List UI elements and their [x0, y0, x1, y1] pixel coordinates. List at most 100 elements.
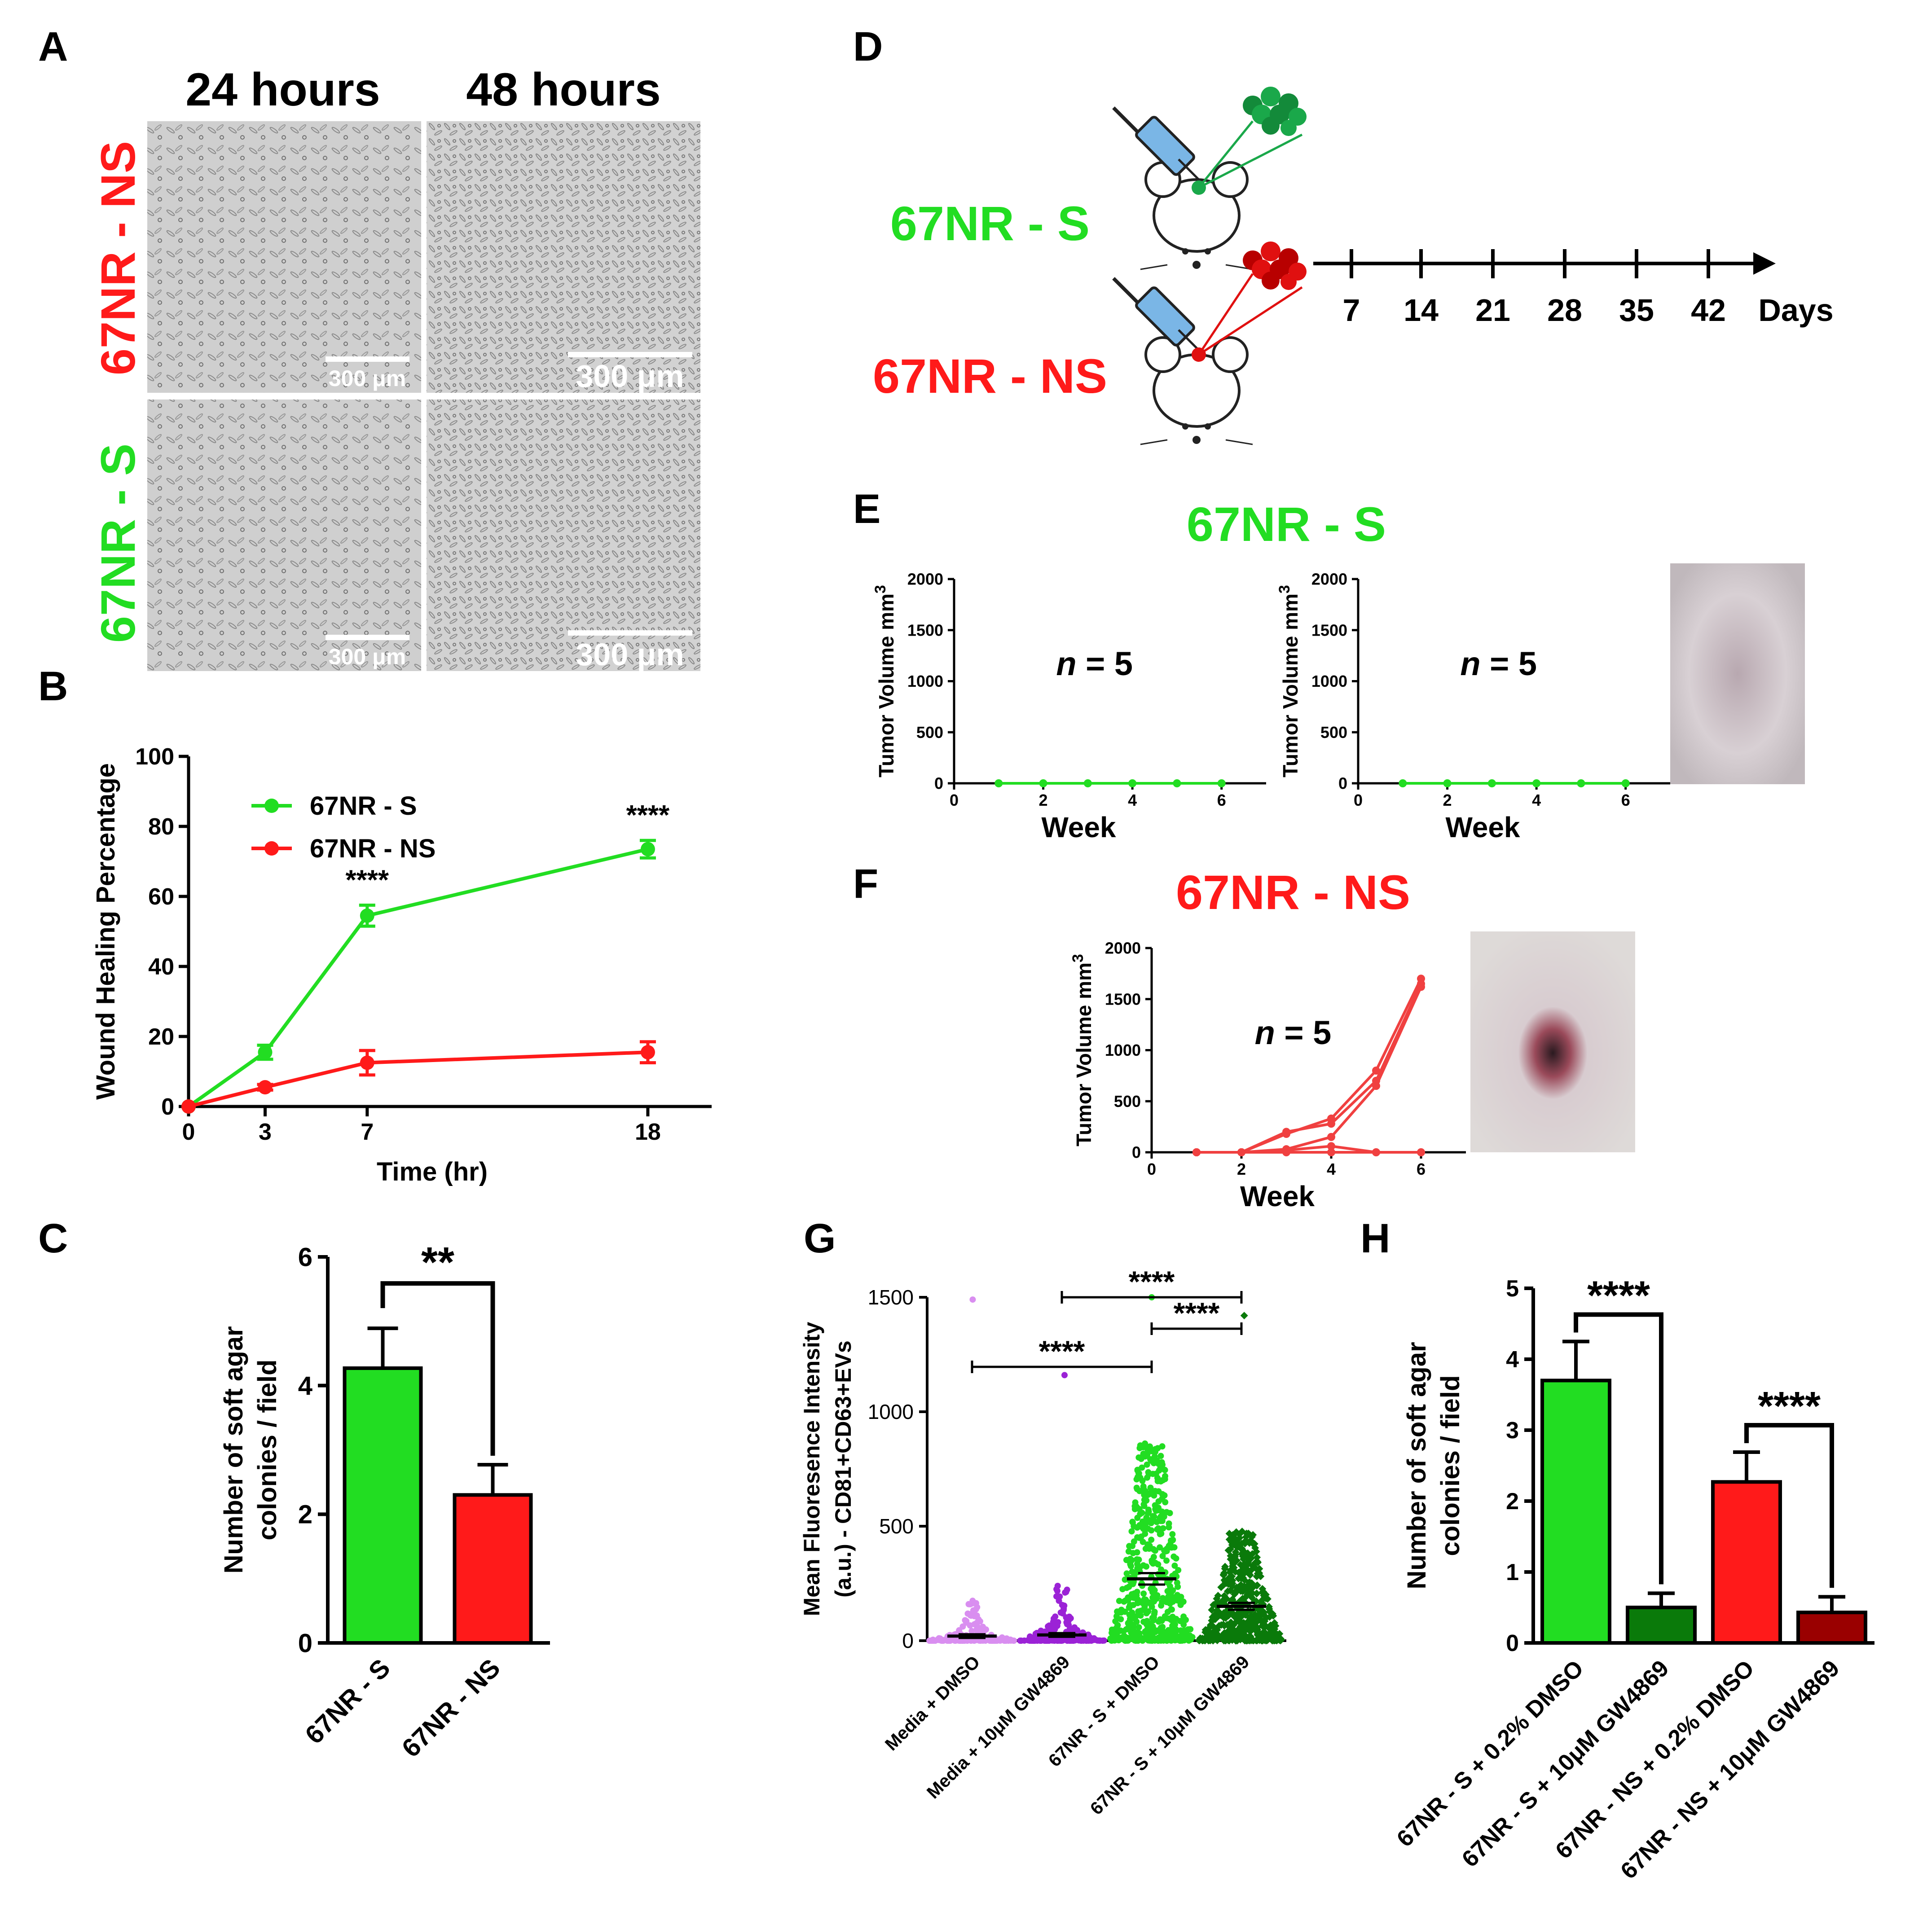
data-point	[1159, 1443, 1166, 1450]
data-point	[1230, 1563, 1238, 1572]
data-point	[1180, 1613, 1187, 1620]
scale-bar-label: 300 μm	[576, 359, 684, 394]
significance-label: ****	[346, 865, 389, 896]
data-point	[1222, 1596, 1230, 1604]
data-point	[1143, 1563, 1150, 1570]
data-point	[1171, 1594, 1178, 1601]
data-point	[1123, 1626, 1130, 1633]
legend-label: 67NR - S	[310, 791, 417, 821]
data-point	[1246, 1571, 1254, 1579]
data-point	[1123, 1570, 1130, 1577]
data-point	[1125, 1548, 1132, 1555]
data-point	[1054, 1588, 1060, 1594]
data-point	[1157, 1566, 1164, 1573]
data-point	[1232, 1535, 1240, 1543]
data-point	[1154, 1478, 1161, 1484]
y-axis-label: (a.u.) - CD81+CD63+EVs	[831, 1340, 856, 1597]
timeline-tick-label: 35	[1619, 293, 1654, 328]
data-point	[1159, 1461, 1166, 1468]
data-point	[1258, 1596, 1267, 1604]
data-point	[1166, 1524, 1172, 1531]
data-point	[1327, 1120, 1335, 1128]
x-tick-label: 4	[1532, 791, 1541, 809]
panel-f-title: 67NR - NS	[1176, 865, 1410, 919]
x-tick-label: 0	[1354, 791, 1363, 809]
data-point	[1237, 1586, 1245, 1594]
data-point	[1253, 1581, 1261, 1590]
data-point	[1184, 1634, 1190, 1641]
significance-label: ****	[1039, 1335, 1085, 1368]
sample-size-label: n = 5	[1255, 1014, 1332, 1051]
data-point	[1118, 1609, 1124, 1616]
data-point	[1175, 1567, 1182, 1573]
data-point	[1226, 1586, 1234, 1594]
y-axis-label: Tumor Volume mm3	[1069, 954, 1096, 1146]
chart-f: 0 500 1000 1500 2000 0 2 4 6 Week Tumor Volume mm3…	[1069, 939, 1466, 1212]
data-point	[1152, 1449, 1159, 1455]
data-point	[1217, 779, 1226, 787]
data-point	[1003, 1637, 1010, 1644]
data-point	[1041, 1637, 1048, 1644]
data-point	[1228, 1581, 1236, 1588]
col-label-24h: 24 hours	[185, 64, 380, 116]
data-point	[1220, 1609, 1228, 1617]
data-point	[1226, 1575, 1234, 1583]
data-point	[1399, 779, 1407, 787]
data-point	[1173, 1555, 1179, 1562]
data-point	[1372, 1067, 1380, 1075]
y-tick-label: 0	[298, 1629, 312, 1658]
bar	[343, 1366, 423, 1645]
chart-c: C 0 2 4 6 67NR - S 67NR - NS Number of soft aga…	[38, 1216, 550, 1763]
significance-label: ****	[626, 800, 670, 831]
data-point	[1039, 779, 1047, 787]
data-point	[1127, 1561, 1134, 1568]
x-axis-label: Week	[1041, 811, 1116, 843]
data-point	[1227, 1534, 1235, 1542]
y-tick-label: 0	[902, 1629, 914, 1652]
timeline-tick-label: 28	[1547, 293, 1582, 328]
data-point	[1144, 1461, 1150, 1468]
y-tick-label: 3	[1506, 1418, 1519, 1444]
data-point	[1157, 1516, 1164, 1523]
bar	[1711, 1480, 1782, 1645]
significance-label: ****	[1129, 1265, 1175, 1298]
data-point	[1212, 1610, 1220, 1617]
data-point	[1169, 1537, 1176, 1544]
y-axis-label: Tumor Volume mm3	[1276, 585, 1302, 777]
timeline-tick-label: 14	[1404, 293, 1439, 328]
y-tick-label: 5	[1506, 1276, 1519, 1302]
data-point	[1206, 1629, 1214, 1637]
data-point	[1169, 1531, 1176, 1537]
data-point	[1180, 1621, 1187, 1628]
data-point	[1156, 1507, 1162, 1514]
micrograph-s-48h	[427, 400, 700, 671]
data-point	[1236, 1530, 1243, 1538]
pointer-line	[1198, 120, 1254, 189]
data-point	[1417, 1148, 1425, 1156]
data-point	[1148, 1457, 1155, 1463]
data-point	[1208, 1606, 1216, 1614]
data-point	[1164, 1579, 1170, 1586]
col-label-48h: 48 hours	[466, 64, 660, 116]
significance-label: ****	[1758, 1384, 1821, 1429]
data-point	[1140, 1538, 1146, 1545]
scale-bar-label: 300 μm	[329, 644, 406, 669]
data-point	[1085, 1631, 1091, 1638]
x-tick-label: 6	[1217, 791, 1226, 809]
data-point	[1161, 1492, 1168, 1499]
data-point	[1114, 1622, 1121, 1629]
panel-f: F 67NR - NS	[853, 861, 1635, 1152]
x-axis-label: Week	[1445, 811, 1520, 843]
data-point	[1171, 1544, 1178, 1551]
data-point	[1259, 1620, 1267, 1628]
panel-letter-h: H	[1360, 1216, 1390, 1261]
data-point	[1237, 1148, 1245, 1156]
data-point	[1253, 1553, 1261, 1561]
panel-e: E 67NR - S	[853, 486, 1805, 784]
panel-d: D 67NR - S 67NR - NS	[853, 24, 1834, 445]
data-point	[1234, 1543, 1242, 1551]
data-point	[1144, 1474, 1151, 1481]
data-point	[1265, 1624, 1273, 1632]
data-point	[1140, 1590, 1147, 1597]
mouse-photo-s	[1670, 563, 1805, 784]
